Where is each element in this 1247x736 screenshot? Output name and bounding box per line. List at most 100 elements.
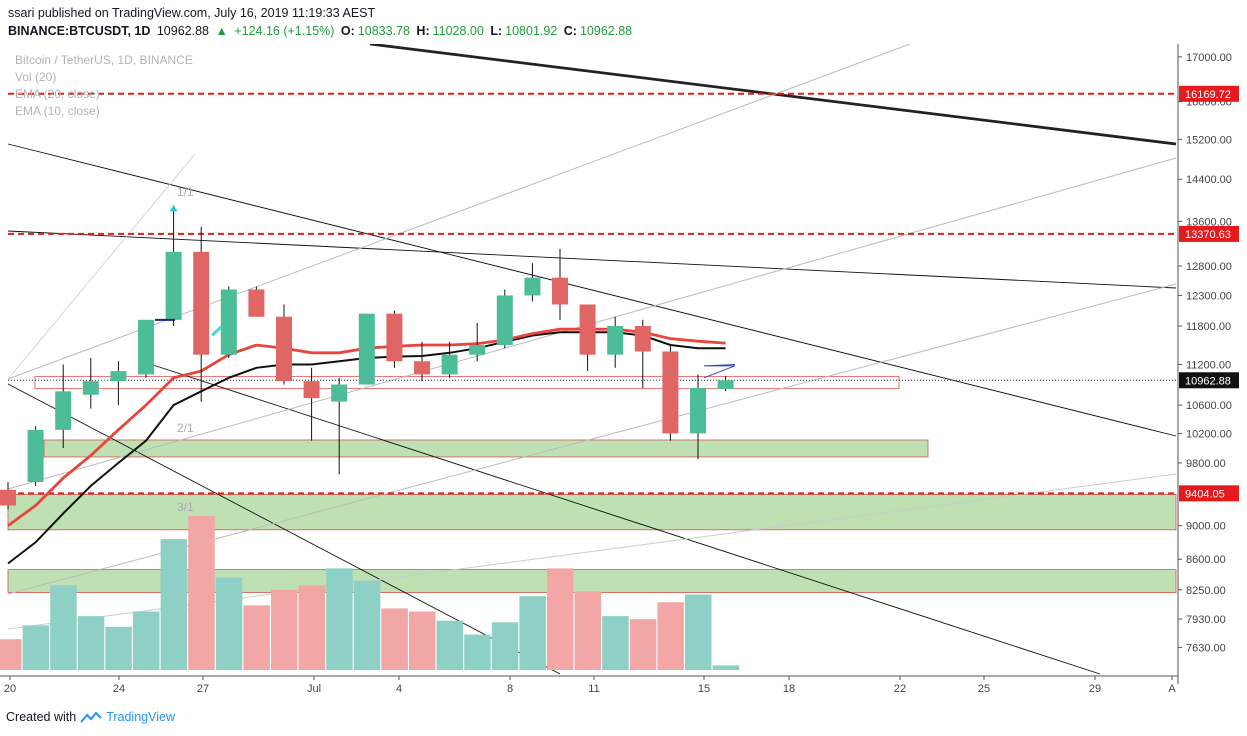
low-value: 10801.92 bbox=[505, 24, 558, 38]
gann-line-1x1 bbox=[7, 44, 911, 380]
chart-header: ssari published on TradingView.com, July… bbox=[8, 4, 635, 40]
time-tick-label: 20 bbox=[4, 683, 16, 695]
price-label-tag bbox=[1179, 225, 1239, 242]
volume-bar bbox=[547, 568, 574, 670]
candle-body-down[interactable] bbox=[386, 313, 403, 362]
candle-body-up[interactable] bbox=[524, 277, 541, 296]
volume-bar bbox=[464, 634, 491, 670]
candle-body-down[interactable] bbox=[414, 361, 430, 375]
candle-body-up[interactable] bbox=[82, 381, 99, 395]
candle-body-up[interactable] bbox=[358, 313, 375, 385]
open-value: 10833.78 bbox=[357, 24, 410, 38]
price-tick-label: 12300.00 bbox=[1186, 290, 1232, 302]
candle-body-up[interactable] bbox=[220, 289, 237, 355]
volume-bar bbox=[22, 625, 50, 670]
candle-body-down[interactable] bbox=[303, 381, 320, 399]
price-box-outline bbox=[34, 375, 900, 390]
candle-body-down[interactable] bbox=[276, 316, 292, 382]
volume-bar bbox=[685, 594, 712, 670]
legend-item: EMA (10, close) bbox=[15, 104, 100, 118]
candle-body-down[interactable] bbox=[634, 326, 651, 352]
volume-bar bbox=[133, 611, 160, 670]
volume-bar bbox=[243, 605, 270, 670]
candle-body-up[interactable] bbox=[110, 371, 127, 382]
price-label-tag bbox=[1179, 485, 1239, 502]
candle-body-up[interactable] bbox=[690, 387, 706, 434]
candle-body-down[interactable] bbox=[0, 489, 16, 506]
candle-body-down[interactable] bbox=[662, 351, 679, 434]
price-chart[interactable]: 1/12/13/14/18/1 Bitcoin / TetherUS, 1D, … bbox=[0, 44, 1247, 704]
candle-body-down[interactable] bbox=[248, 289, 265, 317]
close-value: 10962.88 bbox=[579, 24, 633, 38]
fan-line-steep bbox=[149, 363, 1101, 675]
candle-body-up[interactable] bbox=[496, 295, 513, 346]
candle-body-down[interactable] bbox=[579, 304, 596, 355]
change-arrow-icon: ▲ bbox=[215, 24, 228, 38]
price-tick-label: 8250.00 bbox=[1186, 585, 1226, 597]
volume-bar bbox=[574, 591, 602, 670]
high-label: H: bbox=[416, 24, 430, 38]
gann-fan-label: 1/1 bbox=[177, 185, 194, 199]
channel-line-lower bbox=[7, 383, 561, 675]
price-tick-label: 13600.00 bbox=[1186, 216, 1232, 228]
last-price: 10962.88 bbox=[156, 24, 209, 38]
price-label-text: 9404.05 bbox=[1185, 488, 1225, 500]
time-tick-label: 29 bbox=[1089, 683, 1101, 695]
gann-fan-label: 2/1 bbox=[177, 421, 194, 435]
channel-line-upper bbox=[7, 143, 1177, 437]
time-tick-label: 15 bbox=[698, 683, 710, 695]
change-value: +124.16 (+1.15%) bbox=[234, 24, 335, 38]
arrow-up-icon bbox=[169, 205, 178, 212]
marker-triangle bbox=[703, 364, 736, 379]
price-tick-label: 8600.00 bbox=[1186, 554, 1226, 566]
volume-bar bbox=[215, 577, 243, 670]
time-tick-label: A bbox=[1168, 683, 1176, 695]
candle-body-down[interactable] bbox=[193, 251, 210, 355]
volume-bar bbox=[353, 580, 381, 670]
time-tick-label: 18 bbox=[783, 683, 795, 695]
volume-bar bbox=[629, 619, 657, 670]
footer: Created with TradingView bbox=[6, 710, 175, 724]
candle-body-up[interactable] bbox=[165, 251, 182, 320]
volume-bar bbox=[105, 626, 132, 670]
time-tick-label: 4 bbox=[396, 683, 402, 695]
price-tick-label: 11800.00 bbox=[1186, 321, 1231, 333]
time-tick-label: 27 bbox=[197, 683, 209, 695]
candle-body-up[interactable] bbox=[138, 319, 154, 375]
price-tick-label: 9000.00 bbox=[1186, 521, 1226, 533]
volume-bar bbox=[381, 608, 408, 670]
candle-body-up[interactable] bbox=[607, 326, 624, 355]
volume-bar bbox=[326, 568, 353, 670]
candle-body-up[interactable] bbox=[55, 391, 72, 430]
time-tick-label: 11 bbox=[588, 683, 599, 695]
price-tick-label: 11200.00 bbox=[1186, 360, 1231, 372]
time-tick-label: 24 bbox=[113, 683, 125, 695]
support-zone-10000 bbox=[43, 439, 929, 458]
candle-body-up[interactable] bbox=[331, 384, 348, 402]
candle-body-up[interactable] bbox=[27, 429, 44, 482]
candle-body-down[interactable] bbox=[552, 277, 568, 305]
time-tick-label: Jul bbox=[307, 683, 321, 695]
candle-body-up[interactable] bbox=[441, 354, 458, 375]
volume-bar bbox=[519, 596, 546, 670]
candle-body-up[interactable] bbox=[469, 345, 486, 355]
volume-bar bbox=[436, 620, 464, 670]
price-tick-label: 15200.00 bbox=[1186, 134, 1232, 146]
candle-body-up[interactable] bbox=[717, 380, 734, 390]
gann-line-fan-top bbox=[7, 153, 196, 380]
volume-bar bbox=[77, 616, 105, 670]
price-tick-label: 7630.00 bbox=[1186, 642, 1226, 654]
volume-bar bbox=[298, 585, 326, 670]
legend-item: EMA (20, close) bbox=[15, 87, 100, 101]
volume-bar bbox=[50, 585, 77, 670]
close-label: C: bbox=[563, 24, 577, 38]
marker-line-cyan bbox=[210, 324, 224, 337]
volume-bar bbox=[188, 516, 215, 670]
brand-text[interactable]: TradingView bbox=[106, 710, 175, 724]
time-tick-label: 8 bbox=[507, 683, 513, 695]
channel-line-mid bbox=[7, 230, 1177, 289]
price-tick-label: 10200.00 bbox=[1186, 428, 1232, 440]
price-tick-label: 9800.00 bbox=[1186, 458, 1226, 470]
time-tick-label: 25 bbox=[978, 683, 990, 695]
publisher-line: ssari published on TradingView.com, July… bbox=[8, 6, 376, 20]
